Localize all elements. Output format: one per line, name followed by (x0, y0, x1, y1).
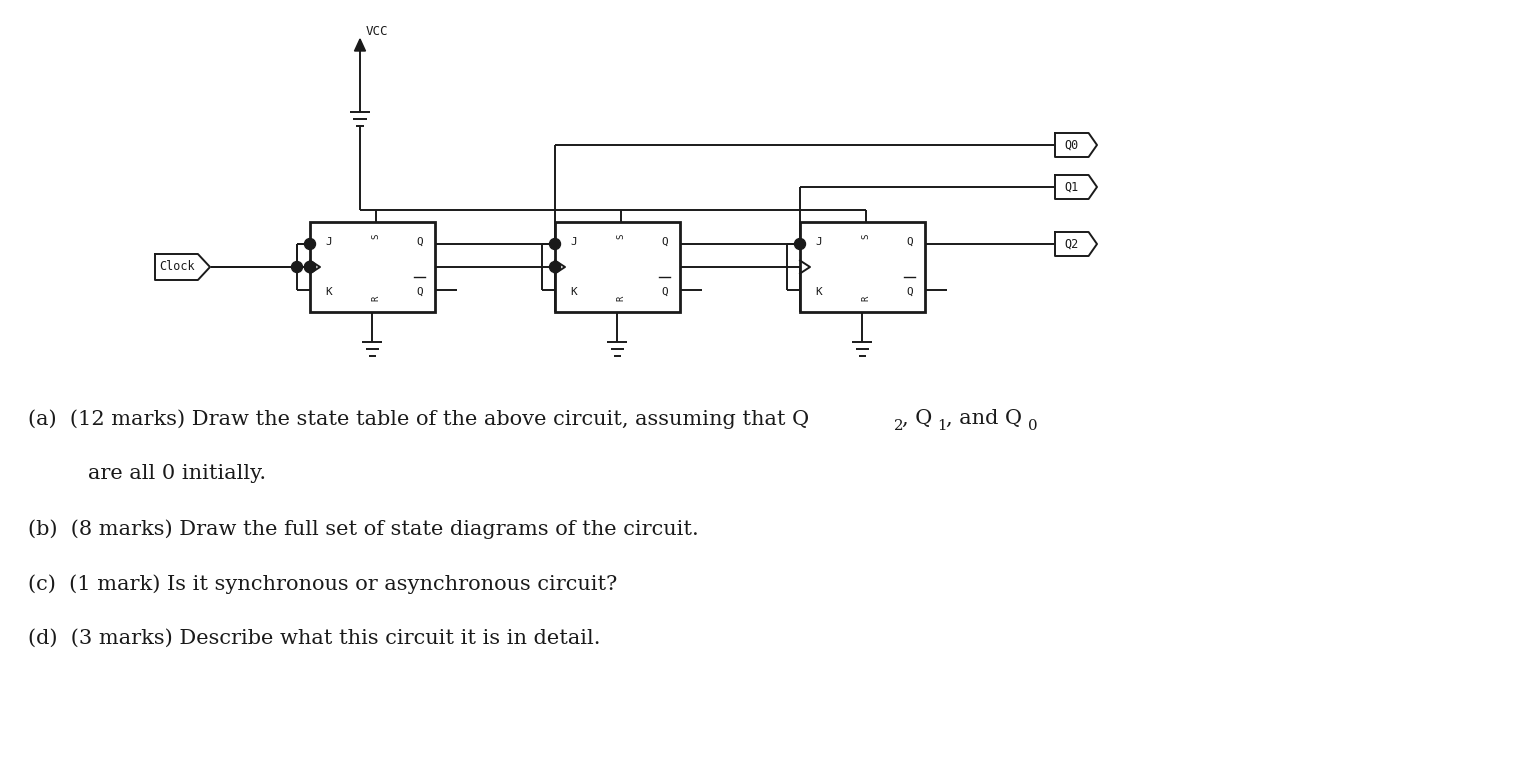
Text: J: J (815, 237, 821, 247)
Text: S: S (862, 233, 871, 239)
Text: (a)  (12 marks) Draw the state table of the above circuit, assuming that Q: (a) (12 marks) Draw the state table of t… (27, 409, 809, 429)
Circle shape (794, 239, 806, 249)
Text: Q: Q (906, 237, 914, 247)
Text: (c)  (1 mark) Is it synchronous or asynchronous circuit?: (c) (1 mark) Is it synchronous or asynch… (27, 574, 617, 594)
Text: , Q: , Q (903, 409, 932, 428)
Text: R: R (862, 295, 871, 301)
Text: Q: Q (417, 237, 423, 247)
Text: Q: Q (662, 237, 668, 247)
Text: 0: 0 (1027, 419, 1038, 433)
Text: (d)  (3 marks) Describe what this circuit it is in detail.: (d) (3 marks) Describe what this circuit… (27, 629, 600, 648)
Text: 2: 2 (894, 419, 903, 433)
Bar (800, 222, 926, 312)
Text: (b)  (8 marks) Draw the full set of state diagrams of the circuit.: (b) (8 marks) Draw the full set of state… (27, 519, 698, 538)
Polygon shape (1054, 232, 1097, 256)
Polygon shape (1054, 133, 1097, 157)
Text: Q: Q (906, 287, 914, 297)
Bar (311, 222, 435, 312)
Text: 1: 1 (938, 419, 947, 433)
Text: Q1: Q1 (1065, 180, 1079, 193)
Polygon shape (1054, 175, 1097, 199)
Circle shape (291, 262, 303, 272)
Polygon shape (355, 39, 365, 51)
Circle shape (305, 262, 315, 272)
Text: K: K (326, 287, 332, 297)
Text: J: J (326, 237, 332, 247)
Circle shape (305, 262, 315, 272)
Text: S: S (617, 233, 626, 239)
Text: Q2: Q2 (1065, 238, 1079, 251)
Text: R: R (371, 295, 380, 301)
Text: K: K (570, 287, 577, 297)
Text: R: R (617, 295, 626, 301)
Circle shape (550, 239, 561, 249)
Text: S: S (371, 233, 380, 239)
Circle shape (305, 239, 315, 249)
Text: Clock: Clock (159, 261, 195, 274)
Text: Q0: Q0 (1065, 139, 1079, 152)
Circle shape (550, 262, 561, 272)
Polygon shape (155, 254, 211, 280)
Text: , and Q: , and Q (945, 409, 1021, 428)
Text: VCC: VCC (367, 25, 388, 38)
Text: J: J (570, 237, 577, 247)
Text: are all 0 initially.: are all 0 initially. (88, 464, 267, 483)
Bar (554, 222, 680, 312)
Text: K: K (815, 287, 821, 297)
Text: Q: Q (417, 287, 423, 297)
Text: Q: Q (662, 287, 668, 297)
